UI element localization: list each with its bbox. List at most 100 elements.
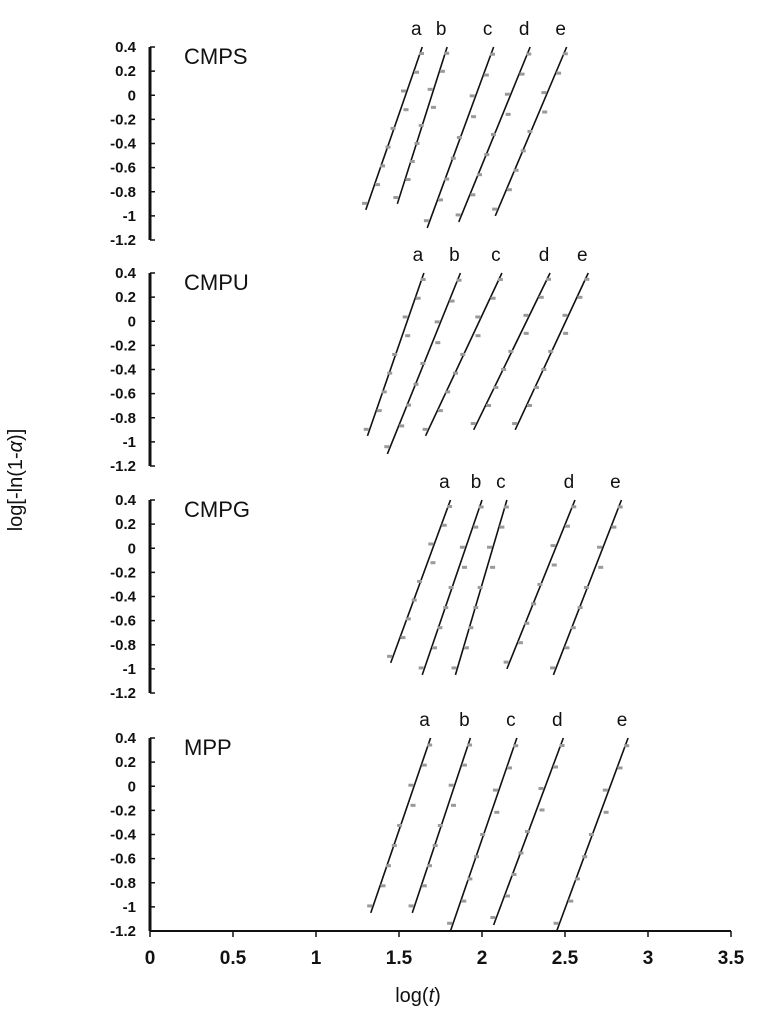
y-tick-label: 0	[128, 540, 136, 557]
data-point	[400, 636, 406, 640]
series-label: a	[419, 710, 430, 731]
data-point	[556, 71, 562, 75]
data-point	[546, 277, 552, 281]
data-point	[503, 660, 509, 664]
data-point	[461, 565, 467, 569]
panel-cmpg: 0.4 0.2 0 -0.2 -0.4 -0.6 -0.8 -1 -1.2 CMPG a b c d e	[110, 472, 623, 702]
panel-mpp: 0.4 0.2 0 -0.2 -0.4 -0.6 -0.8 -1 -1.2 MPP a b c d e	[110, 710, 731, 940]
data-point	[445, 390, 451, 394]
x-tick-label: 3	[643, 948, 654, 969]
data-point	[624, 744, 630, 748]
data-point	[570, 626, 576, 630]
y-tick-label: 0.4	[115, 265, 137, 282]
series-label: e	[577, 245, 588, 266]
data-point	[474, 855, 480, 859]
data-point	[367, 904, 373, 908]
data-point	[473, 606, 479, 610]
data-point	[553, 921, 559, 925]
y-tick-label: -0.8	[110, 637, 136, 654]
series-cmpg-b: b	[418, 472, 484, 676]
data-point	[435, 341, 441, 345]
x-axis-label: log(t)	[395, 985, 441, 1007]
data-point	[470, 193, 476, 197]
y-tick-label: 0	[128, 778, 136, 795]
y-axis-label-part-3: )]	[5, 429, 27, 441]
series-cmpu-b: b	[384, 245, 462, 455]
x-tick-label: 1	[311, 948, 322, 969]
series-label: e	[610, 472, 621, 493]
data-point	[421, 884, 427, 888]
series-label: e	[617, 710, 628, 731]
data-point	[393, 196, 399, 200]
data-point	[538, 295, 544, 299]
data-point	[418, 52, 424, 56]
data-point	[584, 277, 590, 281]
data-point	[391, 844, 397, 848]
data-point	[553, 765, 559, 769]
data-point	[461, 899, 467, 903]
data-point	[456, 135, 462, 139]
data-point	[434, 320, 440, 324]
y-tick-label: 0.2	[115, 63, 136, 80]
data-point	[437, 823, 443, 827]
y-tick-label: 0	[128, 313, 136, 330]
data-point	[430, 105, 436, 109]
data-point	[467, 877, 473, 881]
data-point	[380, 164, 386, 168]
data-point	[598, 565, 604, 569]
data-point	[504, 894, 510, 898]
data-point	[505, 112, 511, 116]
data-point	[518, 851, 524, 855]
data-point	[519, 72, 525, 76]
data-point	[459, 545, 465, 549]
y-axis-label: log[-ln(1-α)]	[5, 429, 27, 532]
x-tick-label: 0.5	[220, 948, 247, 969]
data-point	[362, 201, 368, 205]
data-point	[470, 422, 476, 426]
data-point	[397, 823, 403, 827]
data-point	[542, 110, 548, 114]
data-point	[376, 409, 382, 413]
series-cmps-d: d	[455, 19, 532, 223]
data-point	[559, 743, 565, 747]
series-cmps-e: e	[492, 19, 568, 217]
data-point	[450, 156, 456, 160]
data-point	[451, 666, 457, 670]
y-tick-label: 0.4	[115, 39, 137, 56]
x-tick-label: 1.5	[386, 948, 413, 969]
data-point	[501, 367, 507, 371]
data-point	[413, 382, 419, 386]
series-label: c	[506, 710, 516, 731]
data-point	[418, 123, 424, 127]
data-point	[497, 278, 503, 282]
y-tick-label: 0.2	[115, 516, 136, 533]
data-point	[588, 833, 594, 836]
data-point	[523, 331, 529, 335]
data-point	[563, 331, 569, 335]
data-point	[461, 763, 467, 767]
x-axis-label-t: t	[429, 985, 436, 1007]
data-point	[411, 598, 417, 602]
y-tick-label: 0.2	[115, 754, 136, 771]
data-point	[455, 213, 461, 217]
series-label: d	[564, 472, 575, 493]
data-point	[602, 788, 608, 792]
data-point	[447, 921, 453, 925]
series-mpp-a: a	[367, 710, 433, 914]
data-point	[463, 646, 469, 650]
data-point	[405, 617, 411, 621]
data-point	[571, 505, 577, 509]
data-point	[513, 168, 519, 172]
data-point	[467, 743, 473, 747]
data-point	[611, 525, 617, 529]
data-point	[526, 52, 532, 56]
data-point	[562, 52, 568, 56]
y-tick-label: 0	[128, 87, 136, 104]
y-tick-label: -0.2	[110, 564, 136, 581]
data-point	[409, 159, 415, 163]
data-point	[421, 763, 427, 767]
series-label: d	[519, 19, 530, 40]
series-label: a	[413, 245, 424, 266]
x-axis-label-part-3: )	[434, 985, 441, 1007]
